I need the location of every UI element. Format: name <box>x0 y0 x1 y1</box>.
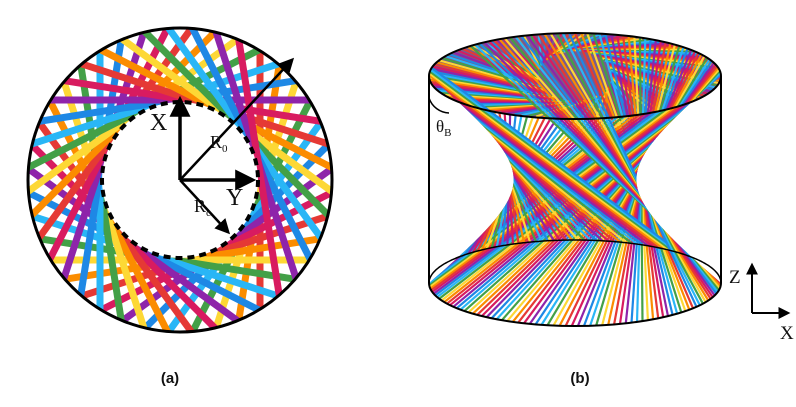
cap-fiber-strand <box>473 45 539 80</box>
theta-label: θB <box>436 117 452 139</box>
theta-angle-arc <box>428 97 450 114</box>
rc-label-sub: c <box>206 207 211 219</box>
fiber-strand <box>429 72 669 251</box>
fiber-strand <box>429 107 672 288</box>
panel-b-caption: (b) <box>570 370 590 387</box>
y-axis-label: Y <box>226 185 243 211</box>
r0-radius-arrow <box>179 57 295 181</box>
fiber-strand <box>520 35 718 295</box>
rc-label: Rc <box>194 196 211 219</box>
fiber-strand <box>526 34 716 297</box>
fiber-strand <box>549 33 707 303</box>
theta-label-sub: B <box>444 127 451 139</box>
fiber-strand <box>543 33 710 302</box>
panel-a-caption: (a) <box>160 370 180 387</box>
r0-label-sub: 0 <box>222 143 228 155</box>
cap-fiber-strand <box>433 65 547 94</box>
fiber-strand <box>429 77 654 248</box>
bottom-rim-front <box>428 282 722 327</box>
panel-b-hyperboloid: θB Z X <box>428 32 794 344</box>
r0-label-main: R <box>210 132 222 152</box>
theta-label-main: θ <box>436 117 444 136</box>
fiber-strand <box>429 68 678 254</box>
panel-a-cross-section: X Y R0 Rc <box>26 26 334 334</box>
cap-fiber-strand <box>446 55 542 88</box>
fiber-bundle-cross-section <box>28 28 332 332</box>
bottom-rim-back <box>428 239 722 284</box>
rc-label-main: R <box>194 196 206 216</box>
fiber-strand <box>429 74 665 250</box>
x-axis-label-b: X <box>780 323 794 344</box>
coordinate-axes: Z X <box>729 262 794 344</box>
x-axis-label: X <box>150 110 167 136</box>
fiber-strand <box>429 79 649 247</box>
fiber-strand <box>537 33 712 300</box>
fiber-strand <box>567 33 698 308</box>
r0-label: R0 <box>210 132 228 155</box>
fiber-strand <box>233 30 285 305</box>
rc-radius-arrow <box>179 179 231 235</box>
z-axis-label: Z <box>729 267 741 288</box>
outer-boundary <box>26 26 334 334</box>
fiber-strand <box>429 70 674 252</box>
fiber-strand <box>430 67 683 255</box>
fiber-strand <box>540 58 711 326</box>
cap-fiber-strand <box>431 68 548 95</box>
cap-fiber-strand <box>530 35 542 68</box>
